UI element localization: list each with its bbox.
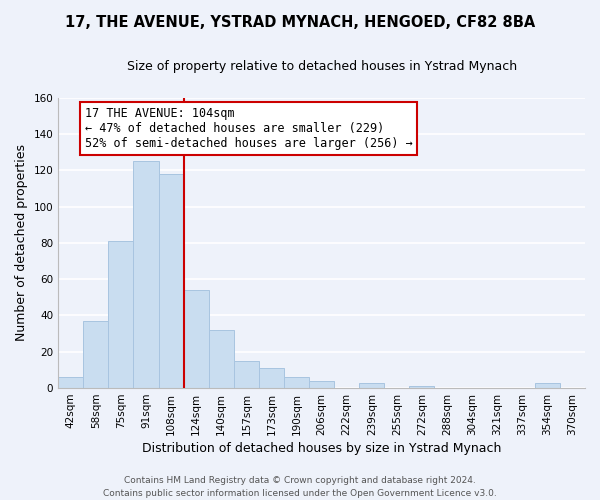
Bar <box>359 382 385 388</box>
Y-axis label: Number of detached properties: Number of detached properties <box>15 144 28 342</box>
Text: Contains HM Land Registry data © Crown copyright and database right 2024.
Contai: Contains HM Land Registry data © Crown c… <box>103 476 497 498</box>
Bar <box>184 290 209 388</box>
Bar <box>309 381 334 388</box>
X-axis label: Distribution of detached houses by size in Ystrad Mynach: Distribution of detached houses by size … <box>142 442 501 455</box>
Bar <box>535 382 560 388</box>
Bar <box>109 241 133 388</box>
Text: 17 THE AVENUE: 104sqm
← 47% of detached houses are smaller (229)
52% of semi-det: 17 THE AVENUE: 104sqm ← 47% of detached … <box>85 107 412 150</box>
Bar <box>234 361 259 388</box>
Bar <box>158 174 184 388</box>
Bar <box>209 330 234 388</box>
Bar <box>259 368 284 388</box>
Bar <box>409 386 434 388</box>
Bar <box>284 377 309 388</box>
Bar <box>83 321 109 388</box>
Text: 17, THE AVENUE, YSTRAD MYNACH, HENGOED, CF82 8BA: 17, THE AVENUE, YSTRAD MYNACH, HENGOED, … <box>65 15 535 30</box>
Bar <box>133 162 158 388</box>
Bar <box>58 377 83 388</box>
Title: Size of property relative to detached houses in Ystrad Mynach: Size of property relative to detached ho… <box>127 60 517 73</box>
